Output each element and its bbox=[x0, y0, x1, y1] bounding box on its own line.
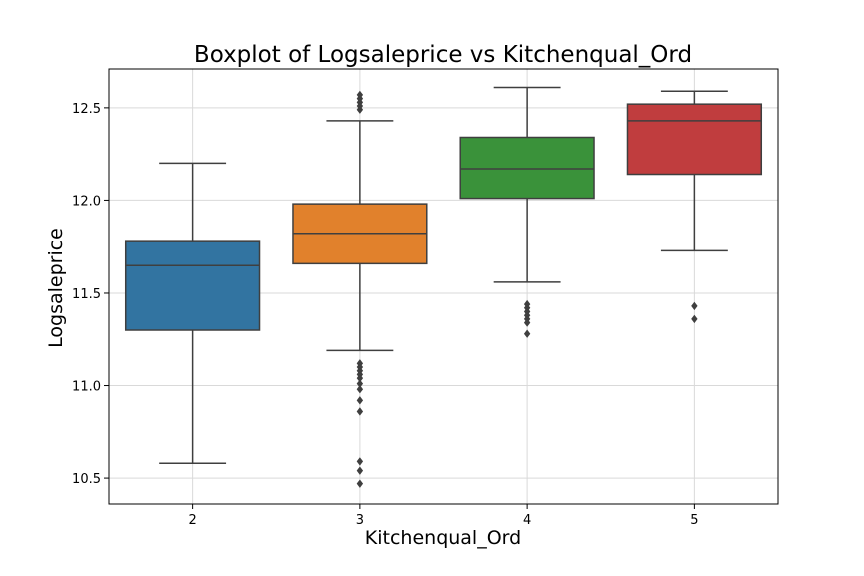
box-group-4 bbox=[459, 86, 595, 338]
outlier-point bbox=[356, 466, 364, 475]
outlier-point bbox=[356, 105, 364, 114]
chart-title: Boxplot of Logsaleprice vs Kitchenqual_O… bbox=[194, 42, 692, 68]
outlier-point bbox=[356, 373, 364, 383]
outlier-point bbox=[356, 385, 364, 394]
axes: 10.5 11.0 11.5 12.0 12.5 2 3 4 5 bbox=[72, 68, 779, 528]
outlier-point bbox=[691, 301, 698, 311]
outlier-point bbox=[356, 396, 364, 405]
outlier-point bbox=[523, 329, 531, 338]
box-iqr bbox=[626, 103, 763, 176]
outlier-point bbox=[356, 379, 364, 388]
box-iqr bbox=[124, 240, 261, 331]
y-tick-label: 12.5 bbox=[72, 102, 101, 117]
box-group-5 bbox=[626, 90, 763, 324]
y-tick-label: 11.0 bbox=[72, 380, 101, 395]
box-group-3 bbox=[292, 90, 428, 488]
boxes bbox=[124, 86, 763, 488]
y-tick-label: 12.0 bbox=[72, 194, 101, 209]
x-tick-label: 5 bbox=[690, 513, 698, 528]
box-iqr bbox=[459, 136, 595, 200]
outlier-point bbox=[356, 479, 364, 488]
outlier-point bbox=[523, 318, 531, 327]
y-tick-label: 10.5 bbox=[72, 472, 101, 487]
x-tick-label: 4 bbox=[523, 513, 531, 528]
outlier-point bbox=[691, 314, 698, 324]
outlier-point bbox=[356, 407, 364, 416]
y-tick-label: 11.5 bbox=[72, 287, 101, 302]
outlier-point bbox=[356, 457, 364, 466]
box-group-2 bbox=[124, 162, 261, 465]
x-tick-label: 2 bbox=[188, 513, 196, 528]
plot-frame bbox=[108, 68, 779, 505]
x-tick-label: 3 bbox=[356, 513, 364, 528]
y-axis-label: Logsaleprice bbox=[45, 228, 67, 348]
x-axis-label: Kitchenqual_Ord bbox=[365, 527, 521, 549]
